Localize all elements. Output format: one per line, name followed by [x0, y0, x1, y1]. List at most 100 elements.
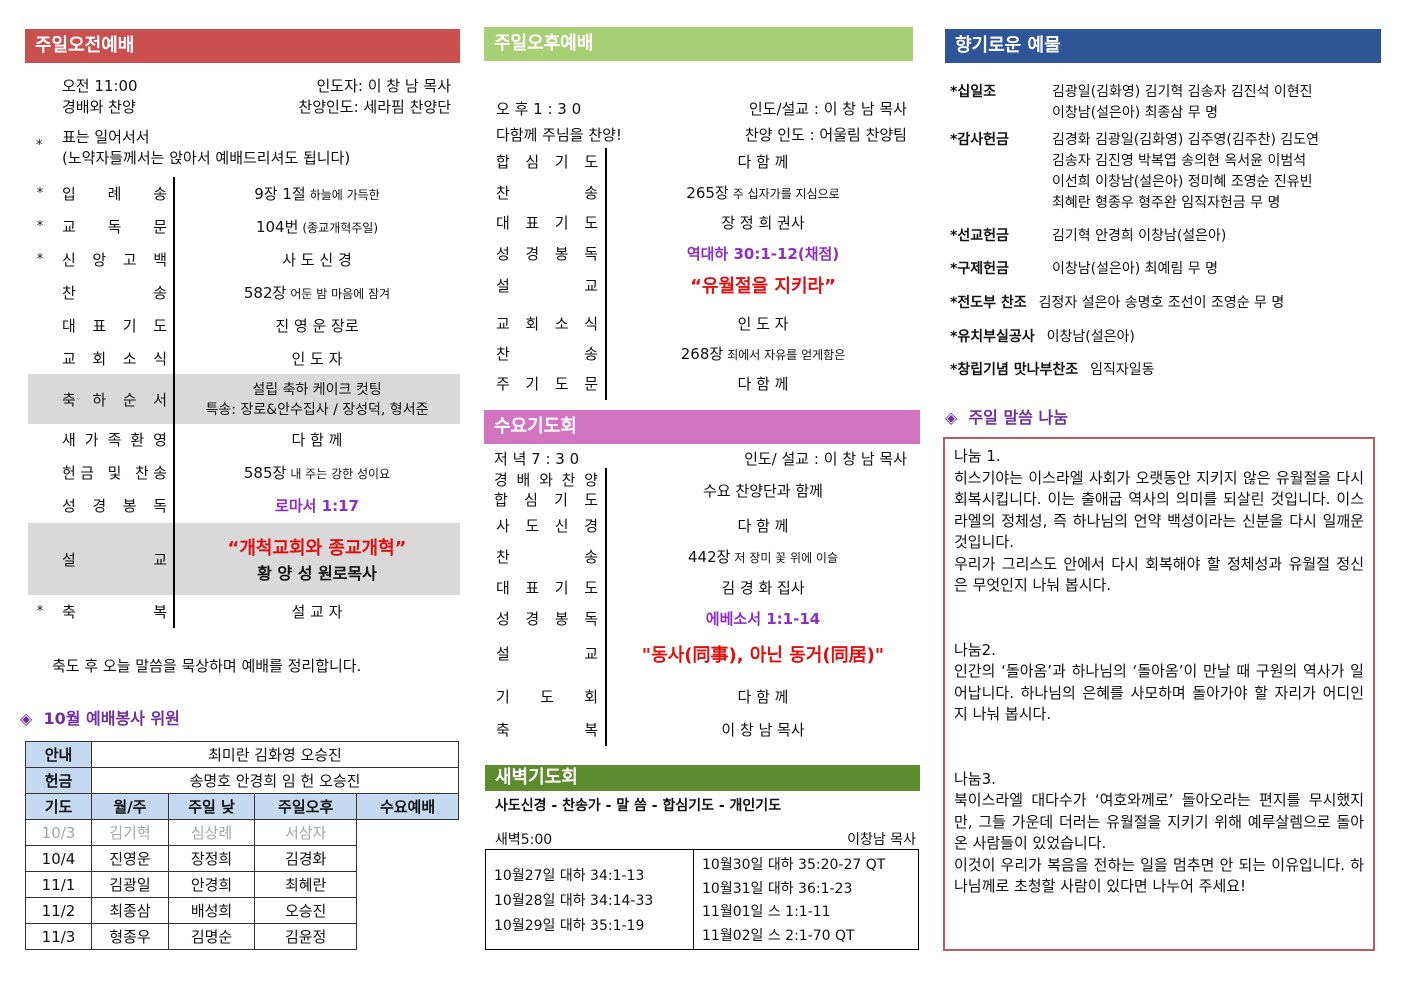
star-note-2: (노약자들께서는 앉아서 예배드리셔도 됩니다) [62, 149, 351, 167]
sharing-1-text: 히스기야는 이스라엘 사회가 오랫동안 지키지 않은 유월절을 다시 회복시킵니… [954, 468, 1364, 552]
offering-names: 이창남(설은아) 최예림 무 명 [1052, 259, 1218, 280]
table-cell: 11/2 [25, 897, 92, 924]
sharing-3-text: 북이스라엘 대다수가 ‘여호와께로’ 돌아오라는 편지를 무시했지만, 그들 가… [954, 791, 1364, 852]
afternoon-sub: 다함께 주님을 찬양! [496, 126, 622, 144]
order-value-main: 진 영 운 장로 [275, 317, 359, 335]
table-cell: 김명순 [167, 923, 256, 950]
sharing-1-question: 우리가 그리스도 안에서 다시 회복해야 할 정체성과 유월절 정신은 무엇인지… [954, 554, 1364, 595]
order-row: 설교 “유월절을 지키라” [484, 270, 914, 300]
diamond-icon: ◈ [20, 709, 33, 728]
order-row: 축하순서 설립 축하 케이크 컷팅 특송: 장로&안수집사 / 장성덕, 형서준 [28, 374, 460, 424]
table-cell: 최혜란 [254, 871, 358, 898]
order-row: 새가족환영 다 함 께 [28, 423, 460, 456]
table-cell: 진영운 [91, 845, 169, 872]
order-value-main: 9장 1절 [254, 185, 306, 203]
table-cell: 배성희 [167, 897, 256, 924]
order-label: 교회소식 [62, 350, 184, 368]
guide-label: 안내 [25, 741, 92, 768]
dawn-leader: 이창남 목사 [847, 832, 916, 848]
order-value: 9장 1절 하늘에 가득한 [174, 183, 460, 204]
closing-note: 축도 후 오늘 말씀을 묵상하며 예배를 정리합니다. [52, 657, 362, 675]
order-label: 찬송 [62, 284, 245, 302]
dawn-time: 새벽5:00 [495, 832, 553, 848]
offering-item: *선교헌금 김기혁 안경희 이창남(설은아) [950, 226, 1226, 247]
order-label: 헌금 및 찬송 [62, 464, 172, 482]
order-value-sub: 주 십자가를 지심으로 [732, 186, 840, 201]
dawn-order: 사도신경 - 찬송가 - 말 씀 - 합심기도 - 개인기도 [495, 798, 782, 814]
order-value: 582장 어둔 밤 마음에 잠겨 [174, 282, 460, 303]
offering-category: *전도부 찬조 [950, 295, 1027, 311]
order-value-sub: 하늘에 가득한 [309, 188, 380, 202]
order-value: 104번 (종교개혁주일) [174, 216, 460, 237]
prayer-label: 기도 [25, 793, 92, 820]
dawn-reading: 10월31일 대하 36:1-23 [702, 880, 853, 897]
morning-praise: 찬양인도: 세라핌 찬양단 [298, 98, 451, 116]
divider [605, 148, 607, 400]
order-value-main: 268장 [680, 344, 724, 363]
order-value-main: 로마서 1:17 [275, 497, 359, 515]
order-row: * 축복 설 교 자 [28, 595, 460, 628]
offering-item: *십일조 김광일(김화영) 김기혁 김송자 김진석 이현진 이창남(설은아) 최종삼… [950, 82, 1313, 124]
dawn-reading: 11월02일 스 2:1-70 QT [702, 928, 855, 945]
offering-category: *구제헌금 [950, 261, 1009, 277]
order-row: 찬송 442장 저 장미 꽃 위에 이슬 [484, 541, 914, 572]
wednesday-header: 수요기도회 [484, 410, 920, 444]
order-row: * 신앙고백 사 도 신 경 [28, 243, 460, 276]
order-row: 대표기도 장 정 희 권사 [484, 207, 914, 237]
order-value: 442장 저 장미 꽃 위에 이슬 [606, 546, 920, 567]
order-value: 인 도 자 [606, 313, 920, 334]
order-label: 사도신경 [496, 517, 614, 535]
star-mark: * [36, 138, 43, 153]
col-header: 주일 낮 [167, 793, 256, 820]
star-mark: * [36, 186, 44, 201]
order-value-main: 이 창 남 목사 [721, 721, 805, 739]
order-label: 축복 [496, 721, 673, 739]
order-row: 교회소식 인 도 자 [484, 308, 914, 338]
divider [173, 177, 175, 628]
order-label: 대표기도 [496, 213, 614, 232]
prayer-row: 11/1 김광일 안경희 최혜란 [25, 871, 459, 898]
order-label: 신앙고백 [62, 251, 184, 269]
order-value: 장 정 희 권사 [606, 212, 920, 233]
order-label: 기도회 [496, 688, 629, 706]
service-table: 안내 최미란 김화영 오승진 헌금 송명호 안경희 임 헌 오승진 기도 월/주 주일… [25, 741, 459, 950]
order-row: 기도회 다 함 께 [484, 681, 914, 712]
offering-line: 김정자 설은아 송명호 조선이 조영순 무 명 [1038, 295, 1285, 311]
sharing-title-text: 주일 말씀 나눔 [968, 408, 1068, 427]
order-label: 대표기도 [62, 317, 184, 335]
order-value-main: 장 정 희 권사 [721, 213, 805, 232]
order-label: 대표기도 [496, 579, 614, 597]
divider [605, 468, 607, 746]
offering-line: 이창남(설은아) 최예림 무 명 [1052, 261, 1218, 277]
offering-names: 김광일(김화영) 김기혁 김송자 김진석 이현진 이창남(설은아) 최종삼 무 명 [1052, 82, 1313, 124]
order-value: 설립 축하 케이크 컷팅 특송: 장로&안수집사 / 장성덕, 형서준 [174, 379, 460, 419]
order-label: 찬송 [496, 183, 673, 202]
order-value-main: 인 도 자 [291, 350, 343, 368]
order-label: 성경봉독 [62, 497, 184, 515]
offering-line: 최혜란 형종우 형주완 임직자헌금 무 명 [1052, 195, 1281, 211]
offering-category: *유치부실공사 [950, 329, 1035, 345]
prayer-row: 10/3 김기혁 심상례 서삼자 [25, 819, 459, 846]
afternoon-praise: 찬양 인도 : 어울림 찬양팀 [744, 126, 907, 144]
order-row: 사도신경 다 함 께 [484, 510, 914, 541]
order-row: 설교 "동사(同事), 아닌 동거(同居)" [484, 638, 914, 669]
order-row: 대표기도 김 경 화 집사 [484, 572, 914, 603]
dawn-reading: 10월27일 대하 34:1-13 [494, 867, 645, 884]
order-value: 로마서 1:17 [174, 495, 460, 516]
order-label: 성경봉독 [496, 610, 614, 628]
order-value: 김 경 화 집사 [606, 577, 920, 598]
order-label: 축복 [62, 603, 245, 621]
col-header: 주일오후 [254, 793, 358, 820]
order-row: 주기도문 다 함 께 [484, 368, 914, 398]
star-mark: * [36, 219, 44, 234]
order-label: 입례송 [62, 185, 199, 203]
order-value: "동사(同事), 아닌 동거(同居)" [606, 641, 920, 667]
table-cell: 김광일 [91, 871, 169, 898]
order-value-line2: 특송: 장로&안수집사 / 장성덕, 형서준 [205, 402, 429, 418]
afternoon-time: 오 후 1 : 3 0 [496, 100, 582, 118]
order-value-sub: (종교개혁주일) [302, 221, 379, 235]
order-value: 다 함 께 [606, 373, 920, 394]
order-row: 교회소식 인 도 자 [28, 342, 460, 375]
order-row: 찬송 582장 어둔 밤 마음에 잠겨 [28, 276, 460, 309]
order-value: 에베소서 1:1-14 [606, 608, 920, 629]
